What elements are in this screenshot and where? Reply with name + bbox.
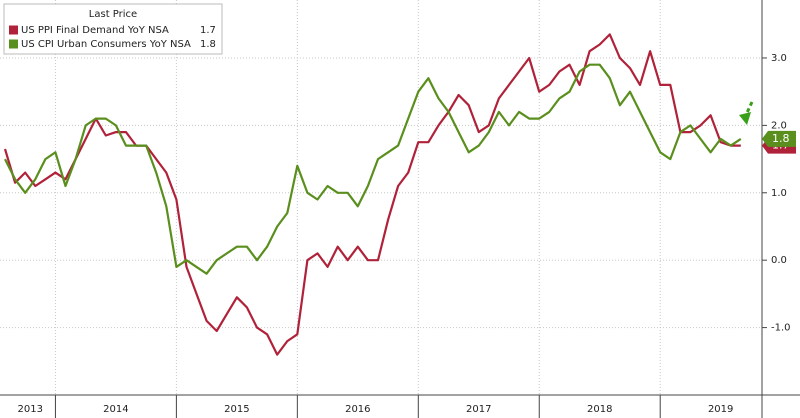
x-tick-label: 2014 bbox=[103, 404, 128, 415]
legend-label: US PPI Final Demand YoY NSA bbox=[21, 25, 169, 36]
x-tick-label: 2017 bbox=[466, 404, 491, 415]
legend: Last Price US PPI Final Demand YoY NSA 1.… bbox=[3, 3, 223, 55]
x-tick-label: 2019 bbox=[708, 404, 733, 415]
series-line bbox=[4, 63, 742, 275]
y-tick-label: 2.0 bbox=[771, 120, 787, 131]
annotation-arrow bbox=[739, 101, 754, 125]
y-tick-label: -1.0 bbox=[771, 323, 791, 334]
legend-box bbox=[3, 3, 223, 55]
legend-swatch bbox=[9, 39, 18, 49]
legend-value: 1.8 bbox=[200, 39, 216, 50]
legend-label: US CPI Urban Consumers YoY NSA bbox=[21, 39, 191, 50]
series-line bbox=[3, 33, 741, 356]
x-tick-label: 2013 bbox=[18, 404, 43, 415]
y-tick-label: 0.0 bbox=[771, 255, 787, 266]
y-tick-label: 3.0 bbox=[771, 53, 787, 64]
x-tick-label: 2015 bbox=[224, 404, 249, 415]
y-tick-label: 1.0 bbox=[771, 188, 787, 199]
legend-value: 1.7 bbox=[200, 25, 216, 36]
x-tick-label: 2016 bbox=[345, 404, 370, 415]
legend-title: Last Price bbox=[89, 9, 137, 20]
last-value-label: 1.8 bbox=[772, 132, 790, 145]
legend-swatch bbox=[9, 25, 18, 35]
x-tick-label: 2018 bbox=[587, 404, 612, 415]
last-value-tag bbox=[762, 130, 796, 147]
